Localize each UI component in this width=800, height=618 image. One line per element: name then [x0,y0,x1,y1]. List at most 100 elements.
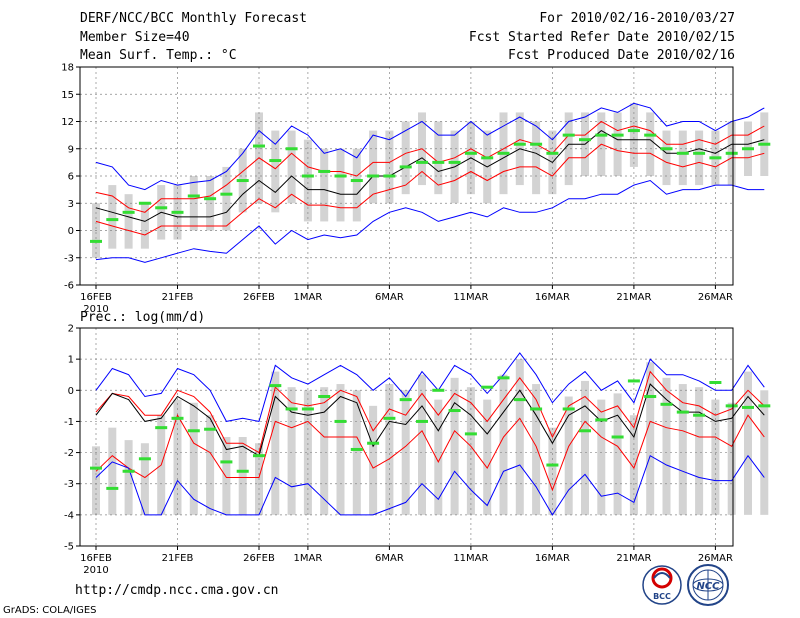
series-mean [95,129,765,222]
observed-marker [253,454,265,458]
x-tick-label: 26MAR [698,292,733,303]
observed-marker [236,179,249,183]
observed-marker [497,376,510,380]
member-size: Member Size=40 [80,30,190,45]
observed-marker [725,151,738,155]
ensemble-range-box [206,415,215,515]
observed-marker [155,206,168,210]
observed-marker [90,466,102,470]
x-tick-label: 11MAR [453,553,488,564]
x-tick-label: 26MAR [698,553,733,564]
observed-marker [204,197,217,201]
ensemble-range-box [434,399,443,515]
y-tick-label: -5 [64,542,74,553]
ensemble-range-box [727,402,736,515]
observed-marker [236,469,249,473]
observed-marker [301,174,314,178]
observed-marker [285,407,298,411]
observed-marker [742,405,754,409]
series-lower [95,143,765,236]
ensemble-range-box [711,399,720,515]
observed-marker [350,447,363,451]
observed-marker [138,201,151,205]
x-tick-label: 11MAR [453,292,488,303]
ensemble-range-box [336,384,345,515]
observed-marker [481,385,494,389]
observed-marker [106,218,119,222]
observed-marker [367,174,380,178]
ensemble-range-box [662,377,671,515]
observed-marker [106,486,119,490]
ensemble-range-box [760,390,769,515]
observed-marker [693,151,706,155]
ensemble-range-box [564,396,573,515]
observed-marker [220,460,233,464]
observed-marker [513,142,526,146]
ensemble-range-box [124,194,133,249]
observed-marker [155,426,168,430]
ensemble-range-box [401,121,410,195]
ensemble-range-box [450,377,459,515]
observed-marker [432,160,445,164]
ensemble-range-box [336,148,345,222]
source-url[interactable]: http://cmdp.ncc.cma.gov.cn [75,583,279,598]
observed-marker [318,169,331,173]
observed-marker [758,404,771,408]
ensemble-range-box [515,359,524,515]
ensemble-range-box [140,203,149,249]
series-max [95,352,765,422]
y-tick-label: 0 [68,226,74,237]
y-tick-label: 9 [68,144,74,155]
series-max [95,102,765,191]
y-tick-label: -6 [64,281,74,292]
observed-marker [367,441,380,445]
observed-marker [562,133,575,137]
observed-marker [676,410,689,414]
x-tick-label: 16MAR [535,292,570,303]
x-tick-label: 21MAR [616,292,651,303]
observed-marker [709,156,722,160]
observed-marker [220,192,233,196]
y-tick-label: -3 [64,479,74,490]
series-lower [95,413,765,492]
y-tick-label: 6 [68,172,74,183]
ensemble-range-box [678,384,687,515]
ensemble-range-box [662,130,671,186]
observed-marker [416,419,428,423]
observed-marker [627,379,640,383]
observed-marker [464,151,477,155]
ensemble-range-box [646,362,655,515]
observed-marker [334,419,347,423]
observed-marker [497,151,510,155]
ensemble-range-box [418,374,426,515]
ensemble-range-box [564,112,573,186]
ensemble-range-box [695,130,704,186]
observed-marker [334,174,347,178]
y-tick-label: 12 [61,117,74,128]
observed-marker [546,151,559,155]
variable-label: Mean Surf. Temp.: °C [80,48,237,63]
observed-marker [301,407,314,411]
observed-marker [90,239,102,243]
x-tick-label: 16MAR [535,553,570,564]
observed-marker [758,142,771,146]
observed-marker [204,427,217,431]
observed-marker [285,147,298,151]
ensemble-range-box [581,380,589,515]
observed-marker [530,407,543,411]
ensemble-range-box [320,148,329,222]
x-tick-label: 16FEB [80,292,112,303]
x-year-label: 2010 [83,565,108,576]
observed-marker [660,402,673,406]
observed-marker [448,160,461,164]
observed-marker [122,469,135,473]
y-tick-label: 3 [68,199,74,210]
ensemble-range-box [483,399,492,515]
x-tick-label: 21FEB [162,292,194,303]
precip-panel-title: Prec.: log(mm/d) [80,310,206,325]
observed-marker [399,398,412,402]
observed-marker [530,142,543,146]
forecast-period: For 2010/02/16-2010/03/27 [539,11,735,26]
observed-marker [171,210,184,214]
ensemble-range-box [434,121,443,195]
